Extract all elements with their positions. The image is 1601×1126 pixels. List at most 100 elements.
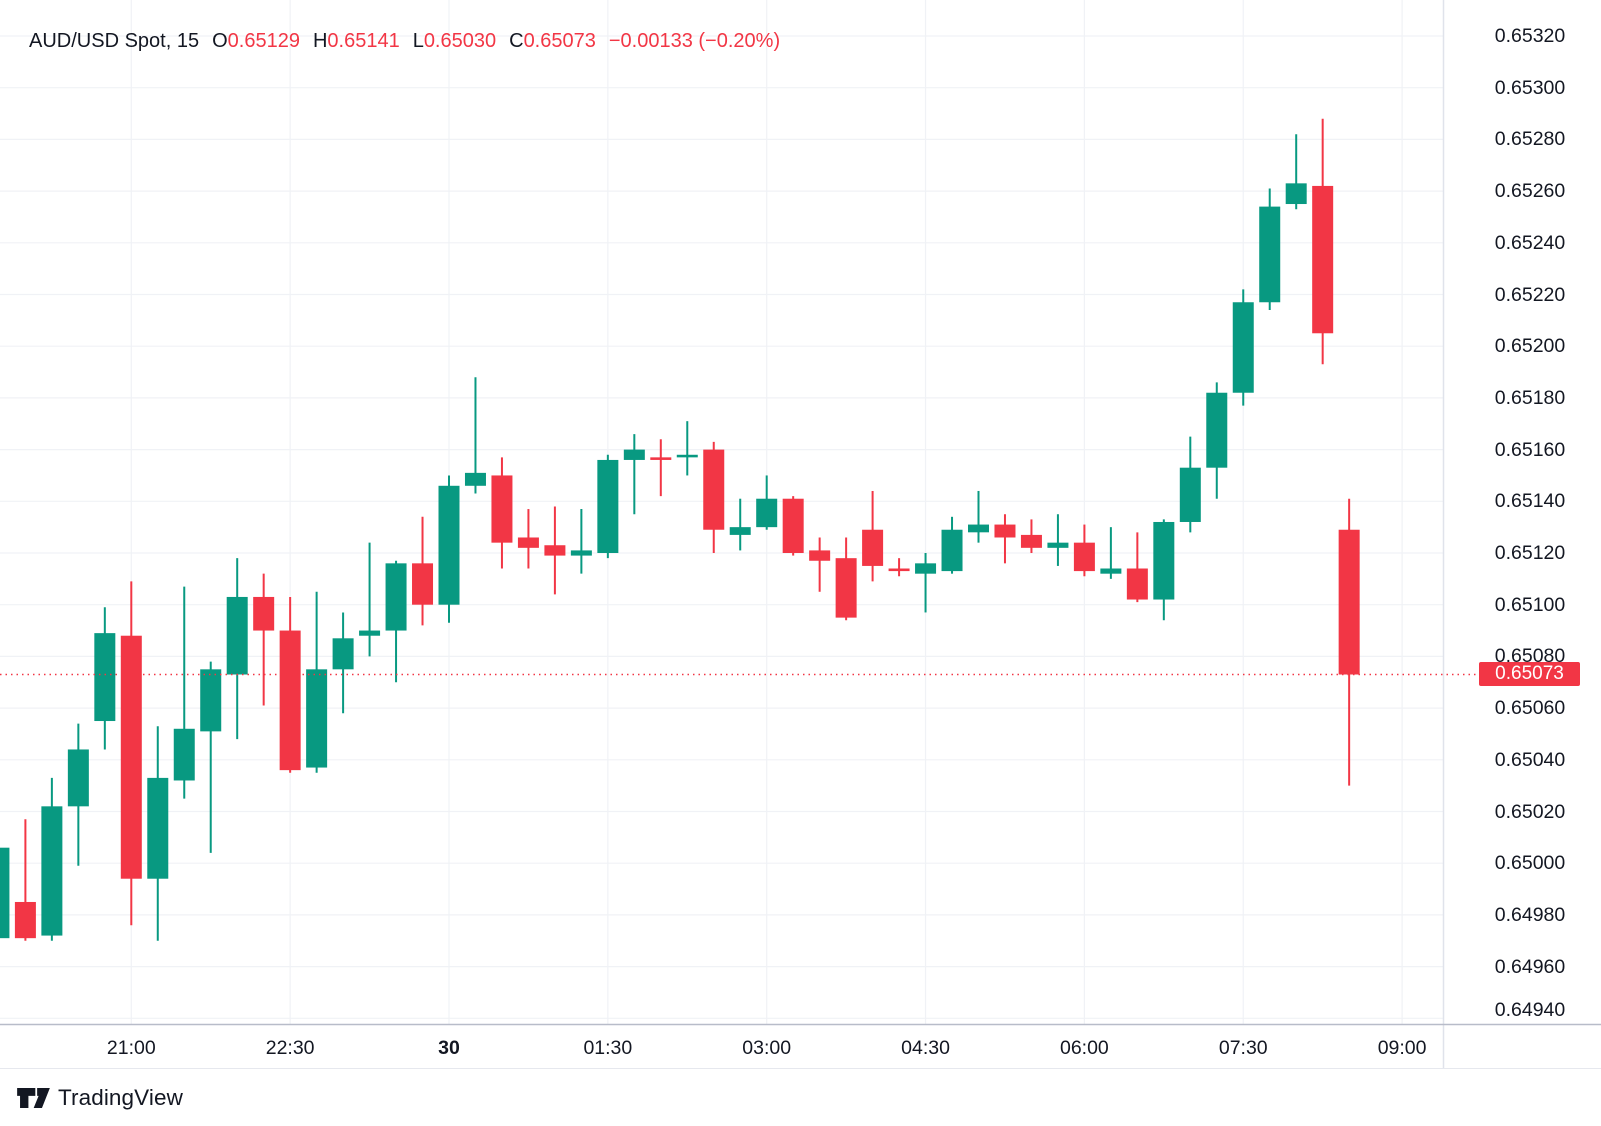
price-axis-label: 0.65200 [1494, 335, 1566, 358]
candle-body-up [597, 459, 619, 553]
time-axis-label: 21:00 [106, 1037, 156, 1059]
price-axis-label: 0.65240 [1494, 231, 1566, 254]
candle [544, 506, 566, 595]
price-axis-label: 0.65020 [1494, 800, 1566, 823]
candle [782, 496, 804, 556]
candle [517, 509, 539, 569]
candle-body-up [915, 563, 937, 574]
price-axis-label: 0.64940 [1494, 999, 1566, 1021]
candles [0, 118, 1360, 941]
candle-body-up [676, 454, 698, 458]
candle [94, 607, 116, 750]
candle [41, 777, 63, 941]
candle-body-down [650, 457, 672, 460]
candle-body-down [782, 498, 804, 553]
candle [1047, 514, 1069, 566]
candle [1259, 188, 1281, 311]
candle-body-up [1100, 568, 1122, 574]
candle-body-up [41, 806, 63, 936]
candle [809, 537, 831, 592]
candle [464, 377, 486, 494]
candle [0, 847, 10, 939]
candle-body-up [359, 630, 381, 636]
candle-body-up [1047, 542, 1069, 548]
candle [332, 612, 354, 714]
time-axis-label: 09:00 [1377, 1037, 1427, 1059]
price-axis-label: 0.65280 [1494, 128, 1566, 151]
tradingview-logo-text: TradingView [58, 1085, 183, 1110]
candle [306, 591, 328, 773]
candle [253, 573, 275, 706]
candle [120, 581, 142, 926]
candle-body-down [1073, 542, 1095, 572]
price-axis-label: 0.65160 [1494, 438, 1566, 461]
candle-body-down [517, 537, 539, 548]
price-axis-label: 0.65000 [1494, 852, 1566, 875]
candle-body-up [67, 749, 89, 807]
candle-body-up [385, 563, 407, 631]
candle [1285, 134, 1307, 210]
price-axis-label: 0.65180 [1494, 386, 1566, 409]
low-label: L [412, 30, 424, 52]
time-axis-label: 22:30 [265, 1037, 315, 1059]
price-axis-label: 0.65040 [1494, 748, 1566, 771]
candle [676, 421, 698, 476]
symbol-legend: AUD/USD Spot, 15 O 0.65129 H 0.65141 L 0.65… [29, 30, 780, 53]
candle-body-up [0, 847, 10, 939]
candle-body-up [332, 638, 354, 670]
candle-body-up [756, 498, 778, 528]
high-value: 0.65141 [327, 30, 400, 52]
candle-body-up [729, 527, 751, 535]
candle-body-down [120, 635, 142, 879]
candle-body-up [147, 777, 169, 879]
time-axis-label: 03:00 [742, 1037, 792, 1059]
candle-body-down [1126, 568, 1148, 600]
candle [200, 661, 222, 853]
time-axis-label: 06:00 [1059, 1037, 1109, 1059]
candle-body-down [1020, 534, 1042, 548]
candle [1073, 524, 1095, 577]
candle-body-up [438, 485, 460, 605]
price-axis-label: 0.65260 [1494, 180, 1566, 203]
candle [1126, 532, 1148, 603]
close-label: C [509, 30, 524, 52]
time-axis-label: 07:30 [1218, 1037, 1268, 1059]
candle-body-down [491, 475, 513, 543]
candle-body-down [994, 524, 1016, 538]
candle [623, 434, 645, 515]
candle [994, 514, 1016, 564]
candle-body-up [306, 669, 328, 768]
candle [888, 558, 910, 577]
high-label: H [312, 30, 328, 52]
candle [1020, 519, 1042, 553]
candle-body-up [173, 728, 195, 781]
candle [968, 490, 989, 543]
candle [1153, 519, 1175, 621]
candle-body-down [888, 568, 910, 572]
price-axis-label: 0.65320 [1494, 25, 1566, 47]
candle [729, 498, 751, 551]
symbol-title[interactable]: AUD/USD Spot, 15 [29, 30, 200, 52]
candle-body-down [809, 550, 831, 561]
candle-body-down [1312, 185, 1334, 334]
tradingview-logo[interactable]: TradingView [17, 1085, 183, 1111]
candle-body-up [464, 472, 486, 486]
candle-body-down [544, 545, 566, 556]
candle [1338, 498, 1360, 786]
candle [650, 439, 672, 497]
price-axis-label: 0.65100 [1494, 593, 1566, 616]
candle [756, 475, 778, 530]
candle-body-up [1179, 467, 1201, 522]
price-axis-label: 0.65060 [1494, 697, 1566, 720]
candle [570, 509, 592, 574]
candle [597, 454, 619, 559]
candle [226, 558, 248, 740]
candle-body-up [1259, 206, 1281, 303]
candle-body-up [570, 550, 592, 556]
ohlc-low: L 0.65030 [413, 30, 496, 53]
candle-body-up [1206, 392, 1228, 468]
candle-body-up [94, 633, 116, 722]
change-value: −0.00133 (−0.20%) [608, 30, 781, 52]
candle [941, 516, 963, 574]
